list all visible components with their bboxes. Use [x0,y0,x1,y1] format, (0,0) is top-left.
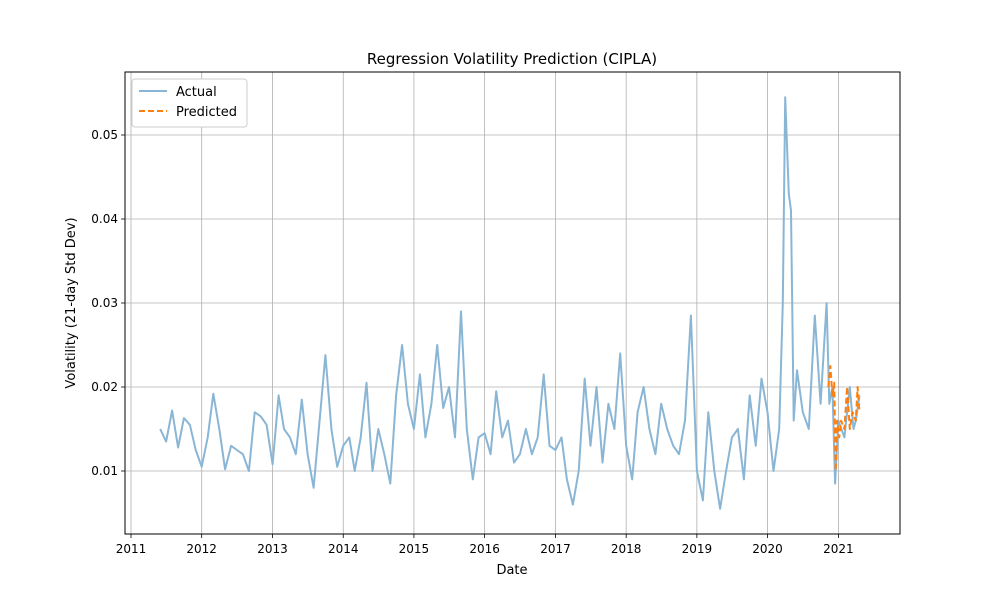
legend-label-actual: Actual [176,85,217,100]
y-tick-label: 0.04 [91,212,118,226]
y-axis-label: Volatility (21-day Std Dev) [64,217,79,388]
series-layer [159,96,861,510]
x-tick-label: 2013 [257,542,288,556]
y-tick-label: 0.03 [91,296,118,310]
legend: Actual Predicted [131,78,248,128]
chart-title: Regression Volatility Prediction (CIPLA) [367,50,657,68]
x-tick-label: 2020 [752,542,783,556]
y-tick-label: 0.05 [91,128,118,142]
series-line-predicted [827,365,861,472]
legend-label-predicted: Predicted [176,105,237,120]
series-line-actual [159,96,861,510]
x-tick-label: 2012 [186,542,217,556]
x-tick-label: 2014 [328,542,359,556]
x-tick-label: 2017 [540,542,571,556]
grid-lines [125,72,900,534]
y-axis-ticks: 0.01 0.02 0.03 0.04 0.05 [91,128,125,478]
y-tick-label: 0.01 [91,464,118,478]
x-axis-label: Date [496,563,527,578]
x-tick-label: 2019 [682,542,713,556]
x-tick-label: 2021 [823,542,854,556]
x-tick-label: 2016 [469,542,500,556]
x-axis-ticks: 2011 2012 2013 2014 2015 2016 2017 2018 2019 2020… [116,534,854,556]
y-tick-label: 0.02 [91,380,118,394]
x-tick-label: 2015 [399,542,430,556]
x-tick-label: 2018 [611,542,642,556]
x-tick-label: 2011 [116,542,147,556]
